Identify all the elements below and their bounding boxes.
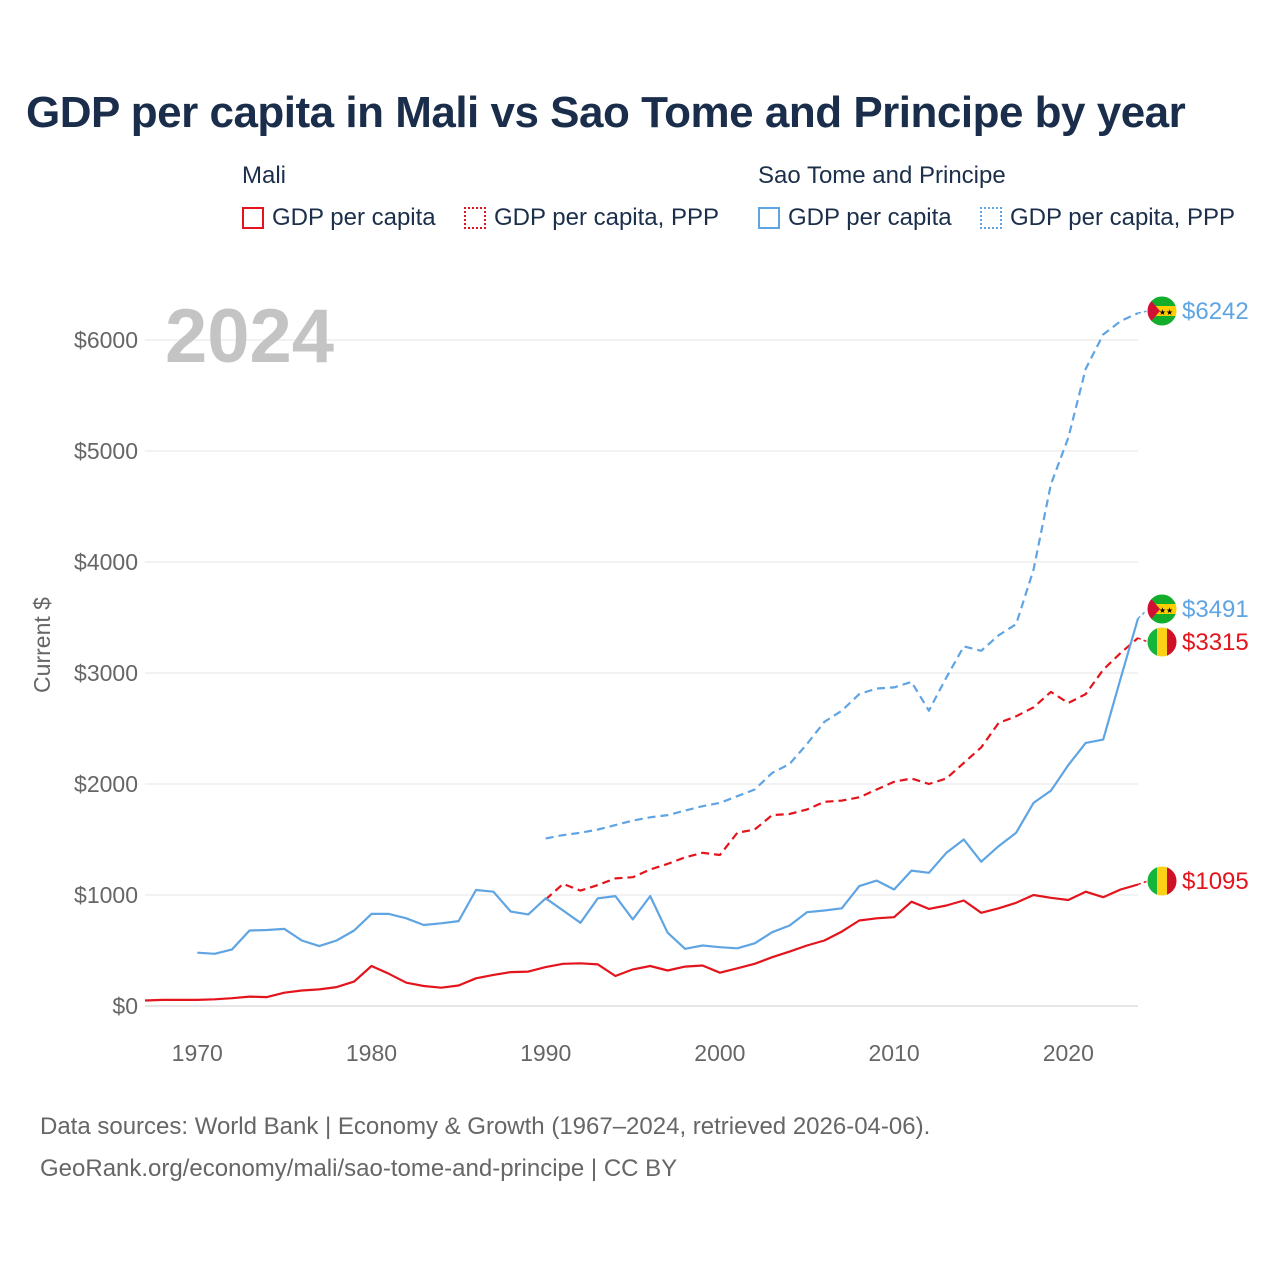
- flag-icon-stp_gdp: ★★: [1146, 593, 1178, 625]
- legend-swatch-stp-gdp: [758, 207, 780, 229]
- source-line-1: Data sources: World Bank | Economy & Gro…: [40, 1113, 931, 1140]
- end-label-stp_ppp: $6242: [1182, 298, 1249, 325]
- flag-icon-mali_gdp: [1146, 865, 1178, 897]
- legend-label-mali-gdp: GDP per capita: [272, 204, 436, 231]
- x-tick-label: 2010: [869, 1040, 920, 1066]
- series-line-stp_ppp: [545, 312, 1139, 840]
- y-tick-label: $0: [112, 993, 138, 1019]
- x-tick-label: 2020: [1043, 1040, 1094, 1066]
- legend-item-stp-ppp[interactable]: GDP per capita, PPP: [980, 204, 1235, 232]
- source-note: Data sources: World Bank | Economy & Gro…: [40, 1106, 930, 1190]
- line-chart: 2024 $0 $1000 $2000 $3000 $4000 $5000 $6000 197…: [29, 294, 1249, 1066]
- end-connector-mali_ppp: [1137, 637, 1149, 643]
- series: [144, 312, 1140, 1002]
- legend-label-mali-ppp: GDP per capita, PPP: [494, 204, 719, 231]
- end-connector-mali_gdp: [1137, 880, 1149, 886]
- svg-text:★★: ★★: [1159, 606, 1173, 615]
- legend-item-mali-gdp[interactable]: GDP per capita: [242, 204, 436, 232]
- grid: [145, 339, 1138, 1007]
- end-label-mali_ppp: $3315: [1182, 629, 1249, 656]
- flag-icon-mali_ppp: [1146, 626, 1178, 658]
- legend-swatch-mali-gdp: [242, 207, 264, 229]
- legend-group-stp: Sao Tome and Principe: [758, 162, 1006, 189]
- end-label-stp_gdp: $3491: [1182, 596, 1249, 623]
- legend-label-stp-gdp: GDP per capita: [788, 204, 952, 231]
- series-line-mali_gdp: [144, 883, 1139, 1002]
- series-line-mali_ppp: [544, 637, 1139, 901]
- y-tick-label: $3000: [74, 660, 138, 686]
- y-tick-label: $2000: [74, 771, 138, 797]
- x-tick-label: 1970: [172, 1040, 223, 1066]
- axes: $0 $1000 $2000 $3000 $4000 $5000 $6000 1970 1980…: [74, 327, 1094, 1066]
- year-watermark: 2024: [165, 294, 334, 379]
- y-axis-label: Current $: [29, 597, 55, 693]
- end-connector-stp_ppp: [1137, 310, 1149, 314]
- legend-label-stp-ppp: GDP per capita, PPP: [1010, 204, 1235, 231]
- y-tick-label: $1000: [74, 882, 138, 908]
- legend-swatch-mali-ppp: [464, 207, 486, 229]
- end-label-mali_gdp: $1095: [1182, 868, 1249, 895]
- legend-group-mali: Mali: [242, 162, 287, 189]
- chart-title: GDP per capita in Mali vs Sao Tome and P…: [26, 88, 1186, 137]
- x-tick-label: 1980: [346, 1040, 397, 1066]
- flag-icon-stp_ppp: ★★: [1146, 295, 1178, 327]
- series-line-stp_gdp: [197, 618, 1140, 955]
- legend-swatch-stp-ppp: [980, 207, 1002, 229]
- x-tick-label: 2000: [694, 1040, 745, 1066]
- svg-text:★★: ★★: [1159, 308, 1173, 317]
- y-tick-label: $4000: [74, 549, 138, 575]
- legend-item-stp-gdp[interactable]: GDP per capita: [758, 204, 952, 232]
- legend-item-mali-ppp[interactable]: GDP per capita, PPP: [464, 204, 719, 232]
- x-tick-label: 1990: [520, 1040, 571, 1066]
- source-line-2: GeoRank.org/economy/mali/sao-tome-and-pr…: [40, 1155, 678, 1182]
- y-tick-label: $6000: [74, 327, 138, 353]
- y-tick-label: $5000: [74, 438, 138, 464]
- end-connector-stp_gdp: [1137, 608, 1149, 620]
- end-markers: ★★ $6242 ★★ $3491 $3315 $1095: [1137, 295, 1249, 897]
